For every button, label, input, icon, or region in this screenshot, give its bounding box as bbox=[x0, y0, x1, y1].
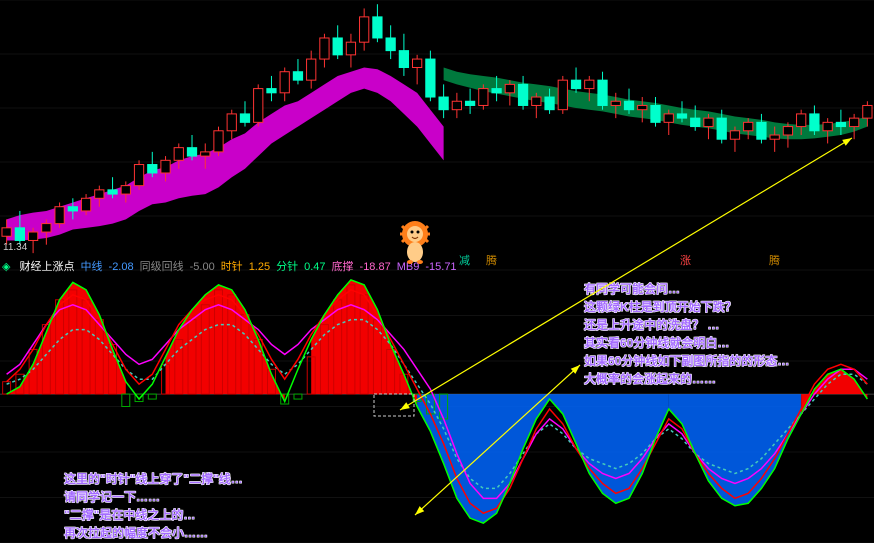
annotation-right: 有同学可能会问…这颗绿K柱是到顶开始下跌？还是上升途中的洗盘？ …其实看60分钟… bbox=[584, 280, 789, 388]
annotation-line: "二撑"是在中线之上的… bbox=[64, 506, 243, 524]
marker-label: 涨 bbox=[680, 254, 691, 267]
annotation-line: 还是上升途中的洗盘？ … bbox=[584, 316, 789, 334]
annotation-line: 这颗绿K柱是到顶开始下跌？ bbox=[584, 298, 789, 316]
annotation-line: 其实看60分钟线就会明白… bbox=[584, 334, 789, 352]
candlestick-panel[interactable]: 减腾涨腾 11.34 bbox=[0, 0, 874, 270]
marker-label: 腾 bbox=[486, 253, 497, 267]
annotation-line: 再次拉起的幅度不会小…… bbox=[64, 524, 243, 542]
lion-mascot-icon bbox=[398, 220, 432, 264]
annotation-left: 这里的"时针"线上穿了"二撑"线…请同学记一下……"二撑"是在中线之上的…再次拉… bbox=[64, 470, 243, 542]
annotation-line: 这里的"时针"线上穿了"二撑"线… bbox=[64, 470, 243, 488]
marker-label: 腾 bbox=[769, 253, 780, 267]
annotation-line: 请同学记一下…… bbox=[64, 488, 243, 506]
yaxis-label: 11.34 bbox=[3, 242, 27, 253]
annotation-line: 有同学可能会问… bbox=[584, 280, 789, 298]
annotation-line: 如果60分钟线如下副图所指的的形态… bbox=[584, 352, 789, 370]
annotation-line: 大概率的会涨起来的…… bbox=[584, 370, 789, 388]
